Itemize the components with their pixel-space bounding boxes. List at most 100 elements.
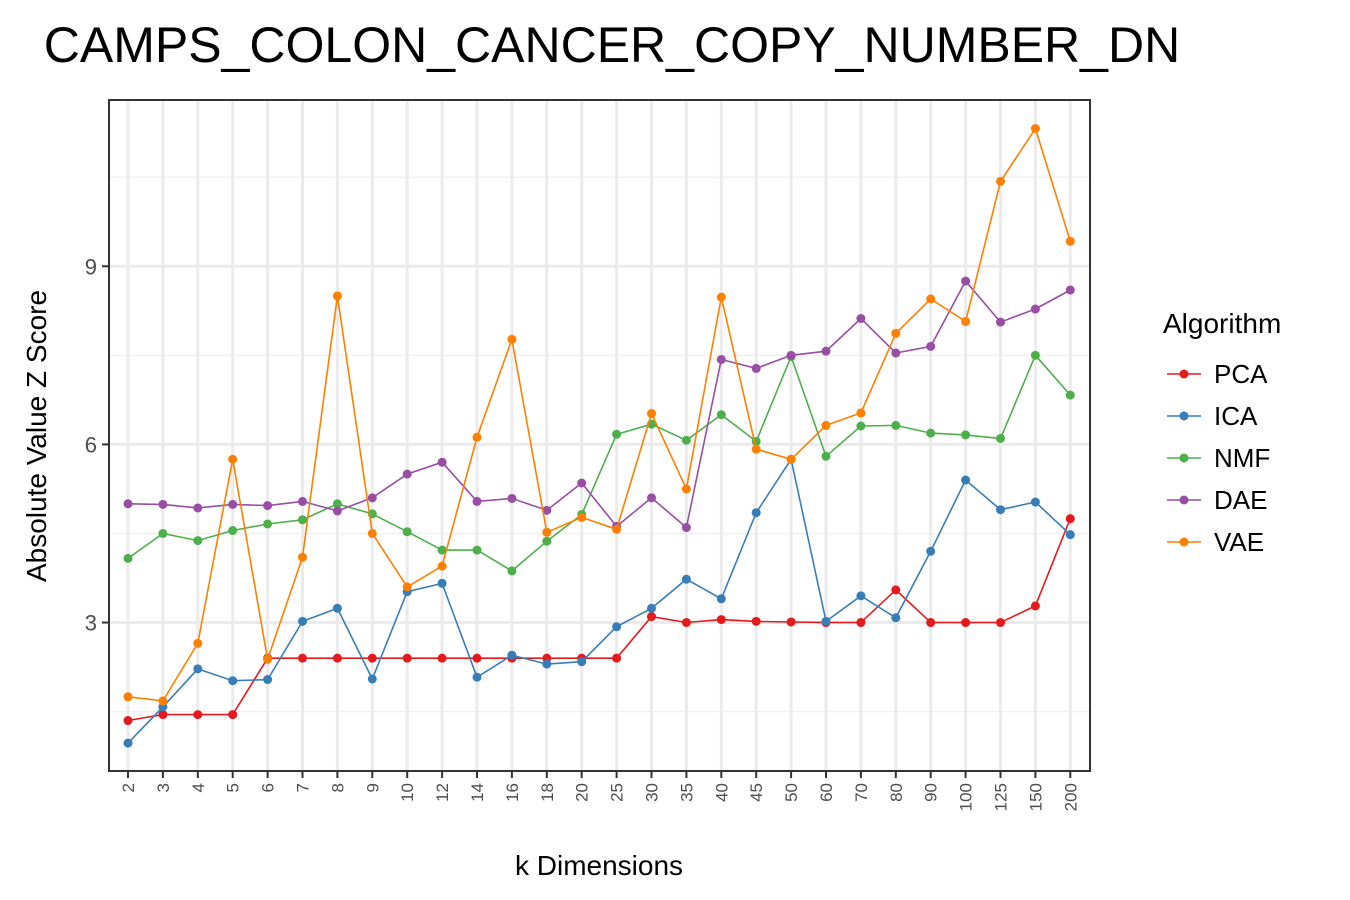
pca-point [1065, 514, 1075, 524]
nmf-point [542, 536, 552, 546]
pca-point [612, 653, 622, 663]
pca-point [123, 716, 133, 726]
dae-point [507, 493, 517, 503]
pca-point [751, 616, 761, 626]
nmf-point [996, 433, 1005, 443]
dae-point [228, 499, 238, 509]
dae-point [856, 314, 866, 324]
x-tick-label: 100 [957, 783, 976, 811]
nmf-point [402, 527, 412, 537]
vae-point [716, 292, 726, 302]
ica-point [821, 616, 831, 626]
vae-point [228, 454, 238, 464]
nmf-point [926, 428, 936, 438]
vae-point [332, 291, 342, 301]
nmf-line [127, 353, 1071, 572]
vae-point [821, 420, 831, 430]
vae-point [158, 696, 168, 706]
x-tick-label: 10 [398, 783, 417, 802]
vae-point [751, 444, 761, 454]
legend-item-pca: PCA [1167, 359, 1268, 389]
pca-point [332, 653, 342, 663]
vae-point [1030, 124, 1040, 134]
legend-key-point [1179, 369, 1189, 379]
legend-label: VAE [1214, 527, 1264, 557]
vae-point [577, 512, 587, 522]
dae-point [1065, 285, 1075, 295]
dae-point [367, 493, 377, 503]
dae-point [716, 354, 726, 364]
pca-point [716, 615, 726, 625]
ica-point [891, 613, 901, 623]
vae-line [127, 126, 1072, 702]
dae-point [891, 348, 901, 358]
pca-point [891, 585, 901, 595]
vae-point [542, 527, 552, 537]
vae-point [298, 552, 307, 562]
ica-point [961, 475, 971, 485]
nmf-point [193, 536, 203, 546]
legend-key-point [1179, 537, 1189, 547]
series-ica [123, 454, 1075, 748]
nmf-point [158, 528, 168, 538]
ica-point [332, 603, 342, 613]
vae-point [1065, 236, 1075, 246]
x-tick-label: 60 [817, 783, 836, 802]
vae-point [367, 528, 377, 538]
y-tick-label: 9 [85, 254, 97, 279]
x-tick-label: 7 [294, 783, 313, 792]
ica-point [751, 508, 761, 518]
pca-point [926, 618, 936, 628]
nmf-point [123, 553, 133, 563]
dae-point [821, 346, 831, 356]
legend-key-point [1179, 495, 1189, 505]
vae-point [612, 524, 622, 534]
pca-point [472, 653, 482, 663]
legend-label: ICA [1214, 401, 1258, 431]
pca-point [437, 653, 447, 663]
x-tick-label: 14 [468, 783, 487, 802]
dae-point [786, 350, 796, 360]
ica-point [716, 594, 726, 604]
x-tick-label: 4 [189, 783, 208, 792]
legend-label: DAE [1214, 485, 1267, 515]
dae-point [298, 496, 307, 506]
ica-point [263, 675, 273, 685]
vae-point [891, 328, 901, 338]
pca-point [402, 653, 412, 663]
x-tick-label: 5 [224, 783, 243, 792]
pca-point [681, 618, 691, 628]
nmf-point [821, 451, 831, 461]
vae-point [961, 316, 971, 326]
nmf-point [961, 430, 971, 440]
legend: Algorithm PCA ICA NMF DAE VAE [1163, 308, 1281, 557]
plot-background [109, 100, 1090, 771]
ica-point [123, 738, 133, 748]
vae-point [193, 638, 203, 648]
pca-point [1030, 601, 1040, 611]
dae-point [193, 503, 203, 513]
x-tick-label: 45 [747, 783, 766, 802]
pca-point [961, 618, 971, 628]
x-tick-label: 8 [328, 783, 347, 792]
pca-point [856, 618, 866, 628]
dae-point [926, 341, 936, 351]
nmf-point [1065, 390, 1075, 400]
dae-point [996, 317, 1005, 327]
ica-point [298, 616, 307, 626]
legend-item-dae: DAE [1167, 485, 1267, 515]
grid-minor [109, 176, 1090, 713]
dae-point [577, 478, 587, 488]
x-tick-label: 6 [259, 783, 278, 792]
legend-label: PCA [1214, 359, 1268, 389]
vae-point [123, 692, 133, 702]
ica-line [127, 457, 1071, 744]
ica-point [647, 603, 656, 613]
dae-point [123, 499, 133, 509]
nmf-point [298, 515, 307, 525]
nmf-point [681, 435, 691, 445]
series-vae [123, 124, 1075, 706]
dae-point [437, 457, 447, 467]
dae-point [681, 523, 691, 533]
